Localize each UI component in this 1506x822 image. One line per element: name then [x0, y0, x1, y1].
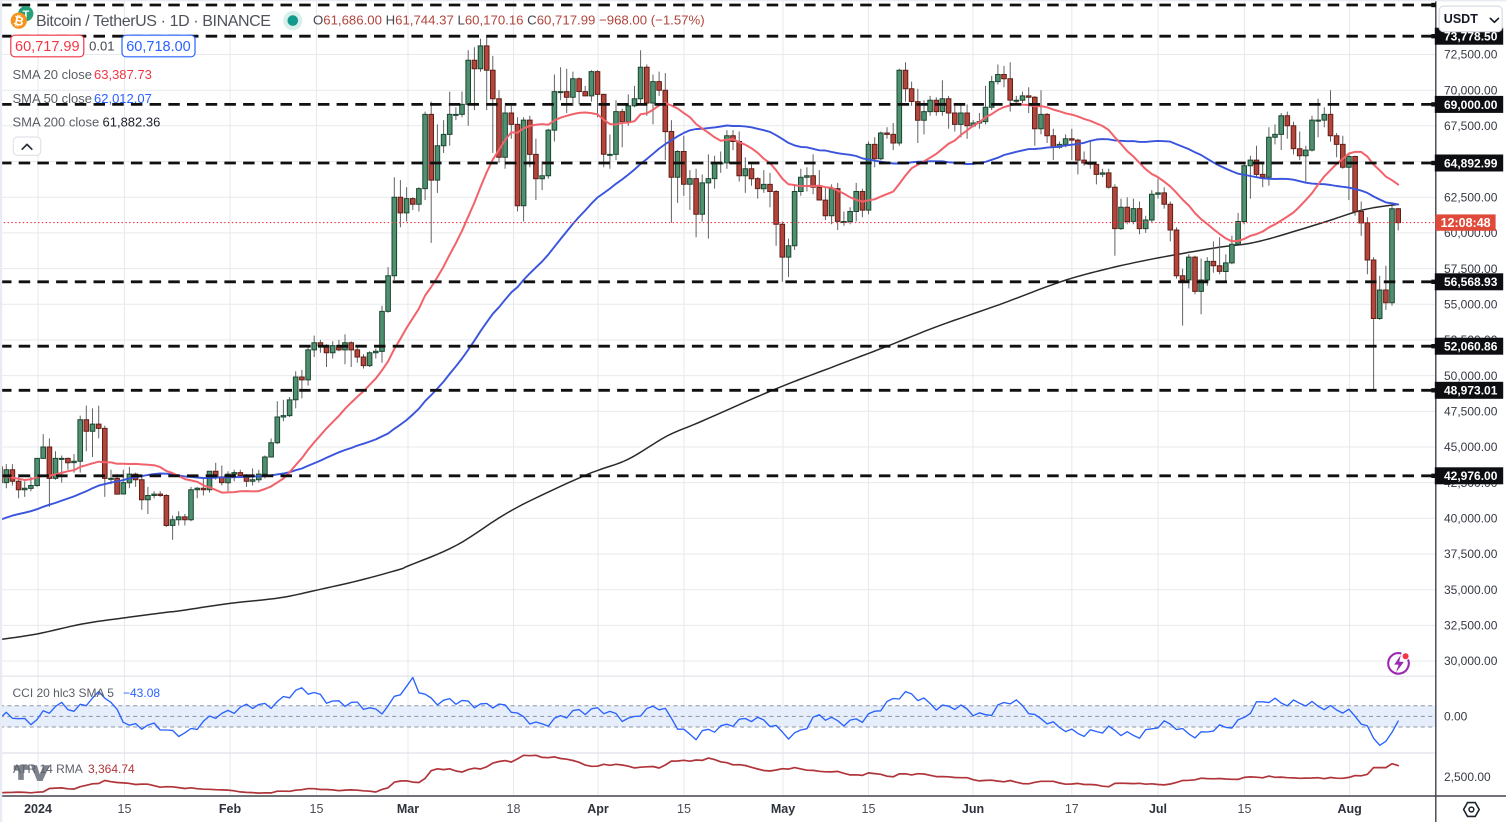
svg-text:56,568.93: 56,568.93 [1444, 275, 1498, 289]
svg-text:T: T [23, 9, 30, 21]
svg-text:O61,686.00 H61,744.37 L60,170.: O61,686.00 H61,744.37 L60,170.16 C60,717… [313, 13, 705, 28]
svg-text:69,000.00: 69,000.00 [1444, 98, 1498, 112]
svg-text:15: 15 [677, 802, 691, 816]
svg-text:Apr: Apr [587, 802, 609, 816]
svg-text:47,500.00: 47,500.00 [1444, 405, 1498, 419]
svg-text:SMA 20 close: SMA 20 close [13, 67, 93, 82]
svg-text:48,973.01: 48,973.01 [1444, 384, 1498, 398]
svg-text:15: 15 [1238, 802, 1252, 816]
svg-text:18: 18 [507, 802, 521, 816]
svg-text:70,000.00: 70,000.00 [1444, 83, 1498, 97]
svg-text:Bitcoin / TetherUS · 1D · BINA: Bitcoin / TetherUS · 1D · BINANCE [36, 13, 271, 30]
svg-text:57,500.00: 57,500.00 [1444, 262, 1498, 276]
svg-text:17: 17 [1065, 802, 1079, 816]
svg-text:72,500.00: 72,500.00 [1444, 48, 1498, 62]
svg-text:60,718.00: 60,718.00 [126, 39, 191, 55]
svg-text:37,500.00: 37,500.00 [1444, 547, 1498, 561]
svg-text:0.00: 0.00 [1444, 710, 1468, 724]
svg-text:Aug: Aug [1337, 802, 1361, 816]
svg-text:62,500.00: 62,500.00 [1444, 190, 1498, 204]
svg-text:2024: 2024 [24, 802, 52, 816]
svg-text:−43.08: −43.08 [123, 686, 160, 700]
svg-text:15: 15 [310, 802, 324, 816]
svg-text:35,000.00: 35,000.00 [1444, 583, 1498, 597]
svg-text:3,364.74: 3,364.74 [88, 762, 135, 776]
svg-text:64,892.99: 64,892.99 [1444, 156, 1498, 170]
svg-text:60,717.99: 60,717.99 [15, 39, 80, 55]
svg-text:50,000.00: 50,000.00 [1444, 369, 1498, 383]
svg-text:73,778.50: 73,778.50 [1444, 30, 1498, 44]
svg-text:63,387.73: 63,387.73 [94, 67, 152, 82]
svg-text:42,976.00: 42,976.00 [1444, 469, 1498, 483]
svg-text:SMA 50 close: SMA 50 close [13, 91, 93, 106]
svg-text:Jun: Jun [962, 802, 984, 816]
svg-text:12:08:48: 12:08:48 [1441, 216, 1491, 230]
svg-text:Mar: Mar [397, 802, 419, 816]
svg-text:CCI 20 hlc3 SMA 5: CCI 20 hlc3 SMA 5 [13, 686, 115, 700]
svg-text:62,012.07: 62,012.07 [94, 91, 152, 106]
svg-text:0.01: 0.01 [89, 39, 114, 54]
svg-text:₿: ₿ [12, 13, 25, 29]
svg-text:USDT: USDT [1444, 12, 1478, 26]
svg-text:ATR 14 RMA: ATR 14 RMA [13, 762, 83, 776]
svg-text:30,000.00: 30,000.00 [1444, 654, 1498, 668]
svg-text:May: May [771, 802, 795, 816]
svg-text:40,000.00: 40,000.00 [1444, 512, 1498, 526]
svg-text:SMA 200 close: SMA 200 close [13, 115, 100, 130]
svg-text:15: 15 [118, 802, 132, 816]
svg-text:55,000.00: 55,000.00 [1444, 297, 1498, 311]
svg-text:45,000.00: 45,000.00 [1444, 440, 1498, 454]
svg-text:2,500.00: 2,500.00 [1444, 770, 1491, 784]
svg-text:Jul: Jul [1149, 802, 1167, 816]
svg-text:52,060.86: 52,060.86 [1444, 340, 1498, 354]
svg-text:61,882.36: 61,882.36 [103, 115, 161, 130]
svg-text:32,500.00: 32,500.00 [1444, 619, 1498, 633]
svg-text:67,500.00: 67,500.00 [1444, 119, 1498, 133]
svg-text:Feb: Feb [219, 802, 242, 816]
svg-text:15: 15 [862, 802, 876, 816]
